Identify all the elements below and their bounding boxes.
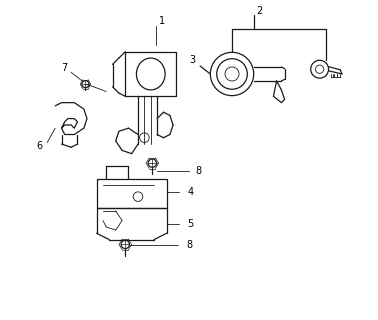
Text: 7: 7 — [62, 63, 68, 73]
Text: 4: 4 — [187, 187, 194, 197]
Text: 8: 8 — [186, 240, 192, 250]
Text: 5: 5 — [187, 219, 194, 229]
Text: 2: 2 — [257, 6, 263, 16]
Text: 3: 3 — [189, 55, 195, 65]
Text: 6: 6 — [37, 141, 43, 151]
Text: 1: 1 — [159, 16, 165, 27]
Text: 8: 8 — [195, 166, 201, 176]
